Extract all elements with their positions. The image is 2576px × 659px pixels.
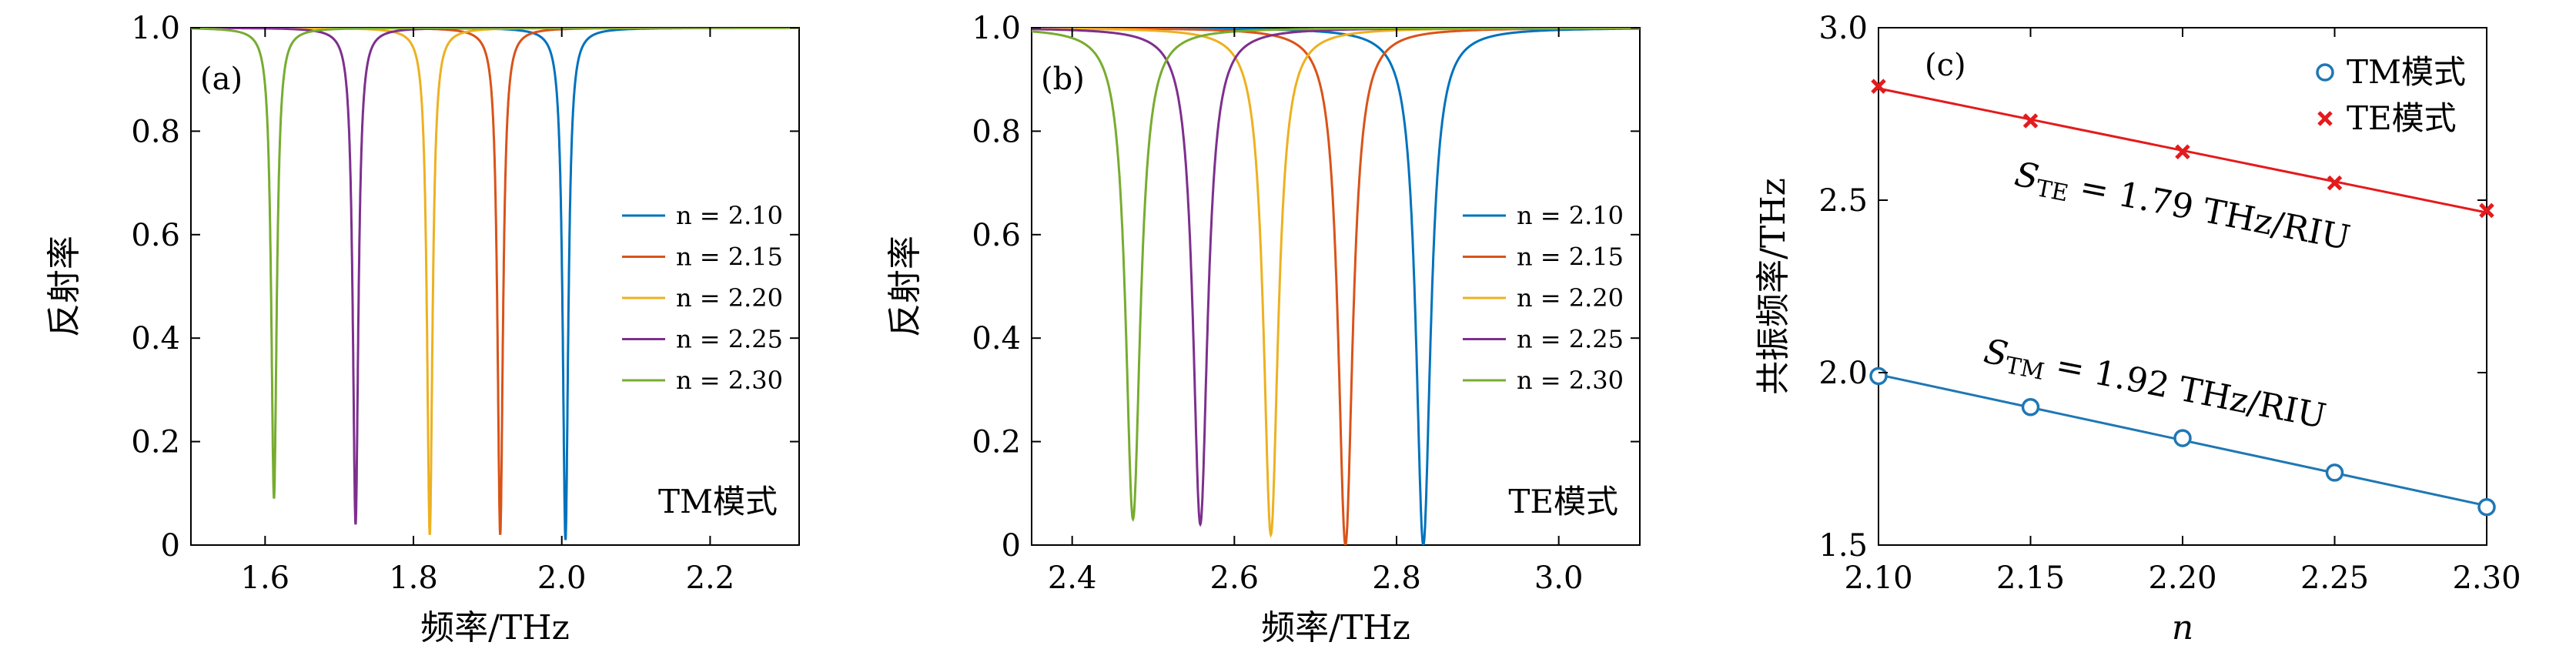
x-axis-label-c: n xyxy=(2172,608,2193,647)
mode-label-a: TM模式 xyxy=(658,483,778,520)
x-tick-label: 2.6 xyxy=(1210,560,1260,596)
x-tick-label: 2.10 xyxy=(1844,560,1912,596)
y-tick-label: 1.5 xyxy=(1818,528,1868,564)
y-tick-label: 0 xyxy=(1002,528,1021,564)
x-tick-label: 2.8 xyxy=(1372,560,1421,596)
tm-sensitivity-annotation: STM = 1.92 THz/RIU xyxy=(1980,332,2329,440)
marker-tm_line xyxy=(1869,366,1888,386)
legend-label-te_line: TE模式 xyxy=(2347,99,2457,137)
x-axis-label-b: 频率/THz xyxy=(1261,608,1410,647)
y-tick-label: 0.8 xyxy=(972,114,1021,149)
legend-c: TM模式 TE模式 xyxy=(2316,53,2466,137)
y-tick-label: 0.6 xyxy=(131,218,180,253)
x-axis-label-a: 频率/THz xyxy=(420,608,570,647)
tm-sensitivity-subscript: TM xyxy=(2003,352,2046,386)
series-line-n230 xyxy=(191,28,799,499)
mode-label-b: TE模式 xyxy=(1508,483,1618,520)
y-tick-label: 0 xyxy=(161,528,180,564)
marker-tm_line xyxy=(2477,497,2496,517)
legend-label-tm_line: TM模式 xyxy=(2347,53,2466,91)
y-tick-label: 2.5 xyxy=(1818,183,1868,219)
tm-sensitivity-value: = 1.92 THz/RIU xyxy=(2042,343,2329,437)
te-sensitivity-value: = 1.79 THz/RIU xyxy=(2066,165,2354,258)
legend-label-n220: n = 2.20 xyxy=(676,283,783,313)
legend-a: n = 2.10 n = 2.15 n = 2.20 n = 2.25 n = 2.30 xyxy=(622,201,783,395)
y-tick-label: 0.8 xyxy=(131,114,180,149)
x-tick-label: 2.4 xyxy=(1048,560,1097,596)
y-tick-label: 3.0 xyxy=(1818,11,1868,46)
legend-marker-te_line xyxy=(2317,111,2333,126)
panel-label-a: (a) xyxy=(200,62,243,97)
series-line-n230 xyxy=(1032,28,1640,523)
te-sensitivity-annotation: STE = 1.79 THz/RIU xyxy=(2011,155,2354,262)
y-axis-label-c: 共振频率/THz xyxy=(1754,178,1793,395)
marker-te_line xyxy=(2327,175,2343,191)
marker-tm_line xyxy=(2325,463,2344,482)
y-tick-label: 0.2 xyxy=(131,425,180,460)
marker-tm_line xyxy=(2173,429,2192,447)
y-tick-label: 0.2 xyxy=(972,425,1021,460)
legend-label-n220: n = 2.20 xyxy=(1517,283,1624,313)
x-tick-label: 2.25 xyxy=(2300,560,2369,596)
panel-label-b: (b) xyxy=(1041,62,1085,97)
y-tick-label: 0.6 xyxy=(972,218,1021,253)
x-tick-label: 2.20 xyxy=(2148,560,2216,596)
x-tick-label: 2.2 xyxy=(686,560,735,596)
legend-label-n210: n = 2.10 xyxy=(1517,201,1624,230)
x-tick-label: 2.0 xyxy=(537,560,587,596)
marker-te_line xyxy=(2479,202,2494,219)
legend-marker-tm_line xyxy=(2316,63,2334,82)
te-sensitivity-subscript: TE xyxy=(2034,175,2071,207)
y-tick-label: 0.4 xyxy=(972,321,1021,356)
legend-label-n225: n = 2.25 xyxy=(676,325,783,354)
legend-label-n230: n = 2.30 xyxy=(1517,366,1624,395)
x-tick-label: 2.30 xyxy=(2452,560,2521,596)
x-tick-label: 1.8 xyxy=(389,560,438,596)
marker-tm_line xyxy=(2021,398,2040,416)
x-tick-label: 1.6 xyxy=(241,560,290,596)
y-tick-label: 1.0 xyxy=(131,11,180,46)
y-tick-label: 0.4 xyxy=(131,321,180,356)
x-tick-label: 3.0 xyxy=(1534,560,1584,596)
y-tick-label: 1.0 xyxy=(972,11,1021,46)
x-tick-label: 2.15 xyxy=(1996,560,2065,596)
y-axis-label-b: 反射率 xyxy=(885,236,925,337)
panel-a: 0 0.2 0.4 0.6 0.8 1.0 1.6 1.8 2.0 2.2 (a) TM模式 频… xyxy=(45,11,800,647)
panel-c: 1.52.02.53.0 2.10 2.15 2.20 2.25 2.30 (c) n … xyxy=(1754,11,2521,647)
y-tick-label: 2.0 xyxy=(1818,356,1868,391)
legend-label-n210: n = 2.10 xyxy=(676,201,783,230)
panel-label-c: (c) xyxy=(1925,48,1966,83)
marker-te_line xyxy=(2175,144,2190,160)
y-axis-label-a: 反射率 xyxy=(45,236,84,337)
panel-b: 0 0.2 0.4 0.6 0.8 1.0 2.4 2.6 2.8 3.0 (b) TE模式 频… xyxy=(885,11,1641,647)
legend-label-n215: n = 2.15 xyxy=(676,243,783,272)
marker-te_line xyxy=(1871,79,1886,94)
legend-label-n225: n = 2.25 xyxy=(1517,325,1624,354)
legend-label-n215: n = 2.15 xyxy=(1517,243,1624,272)
marker-te_line xyxy=(2022,113,2039,129)
legend-b: n = 2.10 n = 2.15 n = 2.20 n = 2.25 n = 2.30 xyxy=(1463,201,1624,395)
legend-label-n230: n = 2.30 xyxy=(676,366,783,395)
